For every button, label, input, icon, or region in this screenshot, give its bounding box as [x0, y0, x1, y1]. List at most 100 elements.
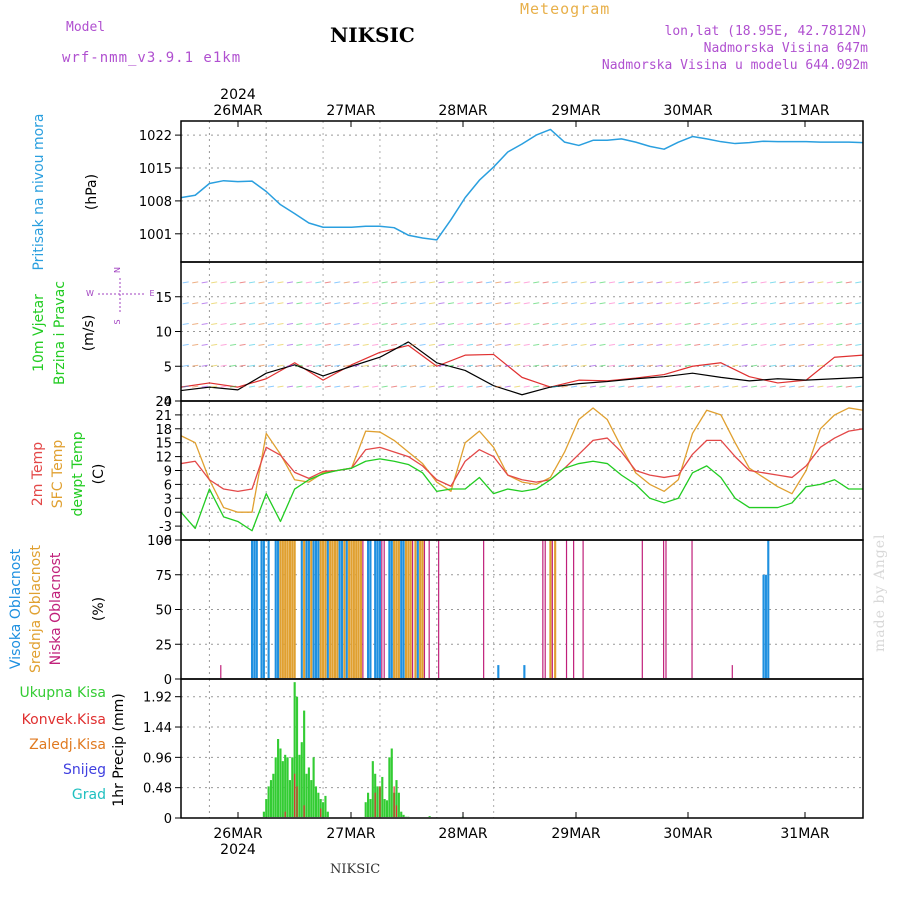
bottom-date-label: 26MAR: [213, 826, 262, 842]
wind-barb: [211, 302, 218, 305]
wind-barb: [855, 323, 862, 326]
wind-barb: [845, 302, 852, 305]
precip-bar: [393, 786, 395, 817]
wind-barb: [353, 323, 360, 326]
wind-barb: [305, 281, 312, 284]
wind-barb: [589, 281, 597, 284]
wind-barb: [476, 364, 483, 367]
wind-barb: [258, 385, 265, 388]
wind-barb: [438, 302, 445, 305]
cloud-bar: [284, 540, 287, 678]
wind-barb: [637, 302, 644, 305]
wind-barb: [665, 281, 672, 284]
cloud-bar: [544, 540, 546, 678]
precip-bar: [369, 799, 372, 817]
wind-barb: [732, 302, 739, 305]
precip-bar: [317, 792, 320, 817]
wind-barb: [713, 302, 720, 305]
wind-barb: [381, 343, 388, 346]
cloud-low-label: Niska Oblacnost: [48, 552, 64, 665]
y-tick-label: -3: [159, 520, 172, 535]
cloud-bar: [369, 540, 372, 678]
wind-barb: [239, 281, 246, 284]
wind-barb: [201, 343, 208, 346]
wind-barb: [428, 364, 436, 367]
wind-barb: [400, 343, 407, 346]
cloud-bar: [326, 540, 329, 678]
wind-barb: [722, 323, 729, 326]
wind-barb: [732, 343, 739, 346]
temp2m-title: 2m Temp: [30, 442, 46, 506]
wind-barb: [305, 385, 312, 388]
wind-barb: [514, 364, 521, 367]
cloud-bar: [565, 540, 568, 678]
wind-barb: [391, 364, 398, 367]
precip-bar: [319, 799, 322, 817]
wind-barb: [665, 343, 672, 346]
wind-barb: [419, 323, 426, 326]
wind-barb: [713, 385, 720, 388]
precip-bar: [262, 811, 265, 817]
bottom-date-label: 27MAR: [326, 826, 375, 842]
wind-barb: [826, 281, 833, 284]
wind-barb: [334, 281, 341, 284]
wind-barb: [646, 302, 653, 305]
wind-barb: [788, 281, 796, 284]
precip-bar: [307, 767, 310, 817]
y-tick-label: 0: [164, 395, 172, 410]
wind-barb: [826, 343, 833, 346]
dewpt-title: dewpt Temp: [70, 431, 86, 516]
wind-barb: [476, 323, 483, 326]
wind-barb: [277, 281, 284, 284]
wind-barb: [457, 302, 464, 305]
wind-barb: [665, 364, 672, 367]
precip-bar: [395, 780, 398, 817]
wind-barb: [201, 302, 208, 305]
wind-barb: [845, 364, 852, 367]
precip-bar: [395, 805, 398, 817]
wind-barb: [258, 364, 265, 367]
temp-2m-line: [180, 428, 864, 493]
cloud-bar: [416, 540, 419, 678]
wind-barb: [211, 281, 218, 284]
wind-barb: [580, 281, 587, 284]
data-layer: [180, 128, 864, 817]
wind-barb: [457, 323, 464, 326]
station-title: NIKSIC: [330, 23, 415, 47]
precip-bar: [310, 780, 313, 817]
wind-barb: [618, 302, 625, 305]
precip-bar: [267, 786, 270, 817]
wind-barb: [438, 281, 445, 284]
y-tick-label: 25: [155, 638, 172, 653]
wind-barb: [353, 385, 360, 388]
wind-barb: [599, 343, 606, 346]
wind-barb: [627, 281, 635, 284]
rose-s: S: [113, 319, 122, 324]
wind-barb: [694, 385, 701, 388]
wind-barb: [779, 385, 786, 388]
top-date-label: 30MAR: [663, 103, 712, 119]
wind-barb: [552, 385, 559, 388]
cloud-bar: [388, 540, 391, 678]
bottom-date-label: 28MAR: [438, 826, 487, 842]
wind-barb: [381, 302, 388, 305]
wind-barb: [248, 364, 256, 367]
precip-bar: [303, 805, 305, 817]
wind-barb: [675, 364, 682, 367]
wind-barb: [324, 281, 331, 284]
bottom-date-label: 29MAR: [551, 826, 600, 842]
cloud-bar: [762, 574, 765, 678]
precip-bar: [272, 773, 275, 817]
wind-barb: [646, 364, 653, 367]
wind-barb: [675, 343, 682, 346]
wind-barb: [665, 385, 672, 388]
cloud-bar: [414, 540, 417, 678]
wind-barb: [826, 385, 833, 388]
y-tick-label: 1.44: [143, 721, 172, 736]
wind-barb: [760, 281, 767, 284]
panel-frame: [180, 678, 864, 819]
wind-barb: [495, 323, 502, 326]
cloud-bar: [329, 540, 332, 678]
wind-barb: [589, 385, 597, 388]
